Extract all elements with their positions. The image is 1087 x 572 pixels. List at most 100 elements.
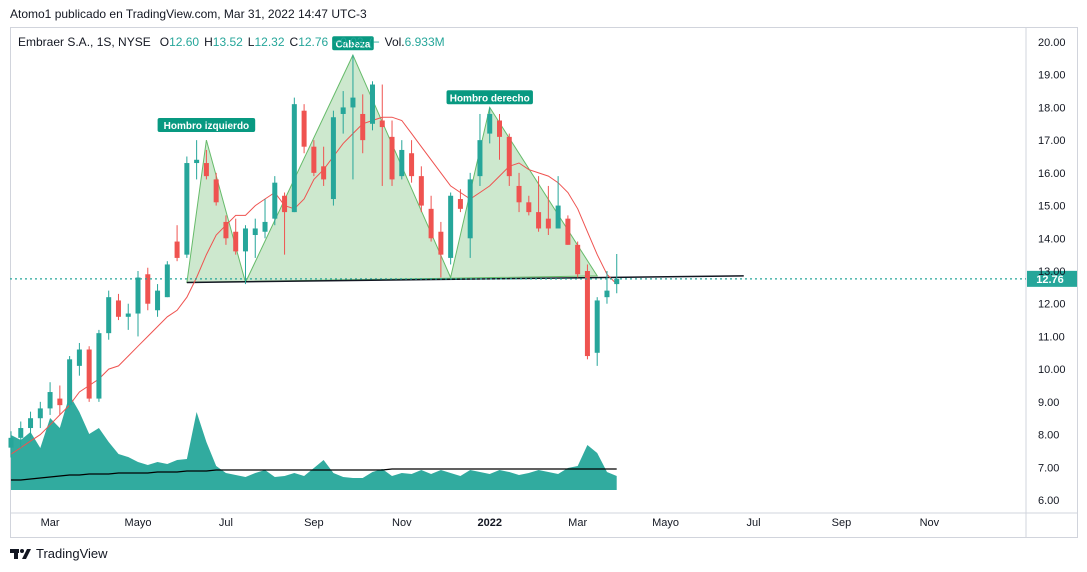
candle <box>594 297 600 366</box>
candle-body <box>8 437 14 448</box>
y-tick-label: 19.00 <box>1038 70 1066 82</box>
candle <box>252 218 258 258</box>
candle <box>67 356 73 409</box>
candle-body <box>155 290 161 311</box>
candle-body <box>76 349 82 366</box>
candle <box>399 140 405 180</box>
x-tick-label: Nov <box>920 517 940 529</box>
candle <box>418 166 424 213</box>
x-tick-label: Mayo <box>652 517 679 529</box>
x-tick-label: Mayo <box>125 517 152 529</box>
x-tick-label: Sep <box>304 517 324 529</box>
x-tick-label: Sep <box>832 517 852 529</box>
candle-body <box>565 218 571 245</box>
pattern-label: Hombro izquierdo <box>157 118 256 133</box>
y-tick-label: 17.00 <box>1038 135 1066 147</box>
candle-body <box>174 241 180 258</box>
candle <box>76 342 82 376</box>
candle <box>487 107 493 144</box>
grid <box>10 28 1078 538</box>
candle-body <box>321 166 327 180</box>
pattern-label-bg <box>157 118 256 133</box>
y-tick-label: 18.00 <box>1038 102 1066 114</box>
candle-body <box>604 290 610 298</box>
y-tick-label: 12.00 <box>1038 299 1066 311</box>
candle-body <box>379 120 385 128</box>
candle-body <box>145 274 151 304</box>
candle-body <box>301 110 307 147</box>
pattern-label-text: Hombro derecho <box>450 93 530 104</box>
low-value: 12.32 <box>254 35 285 49</box>
candle-body <box>330 117 336 200</box>
candle-body <box>575 244 581 275</box>
candle <box>28 411 34 438</box>
candle-body <box>86 349 92 399</box>
x-tick-label: Jul <box>746 517 760 529</box>
candle <box>575 241 581 278</box>
last-price-tag <box>1027 270 1077 287</box>
y-tick-label: 8.00 <box>1038 430 1059 442</box>
symbol-name[interactable]: Embraer S.A., 1S, NYSE <box>18 35 151 49</box>
volume-pane <box>11 395 617 490</box>
x-tick-label: 2022 <box>477 517 501 529</box>
candle <box>545 185 551 236</box>
x-tick-label: Nov <box>392 517 412 529</box>
candle <box>262 199 268 239</box>
candle-body <box>67 359 73 406</box>
tradingview-logo-icon[interactable] <box>10 547 32 561</box>
candle-body <box>389 136 395 180</box>
candle <box>438 221 444 278</box>
candle <box>164 261 170 298</box>
candle-body <box>252 228 258 236</box>
candle <box>369 81 375 131</box>
candle-body <box>106 297 112 334</box>
pattern-label-text: Cabeza <box>335 39 370 50</box>
time-axis: Mar Mayo Jul Sep Nov 2022 Mar Mayo Jul Sep Nov <box>41 517 940 529</box>
candle-body <box>497 120 502 137</box>
candle-body <box>594 300 600 353</box>
candle <box>233 218 239 255</box>
candle-body <box>614 278 620 285</box>
candle <box>321 146 327 186</box>
publication-caption: Atomo1 publicado en TradingView.com, Mar… <box>10 7 367 21</box>
volume-label: Vol. <box>384 35 405 49</box>
candle <box>291 97 297 213</box>
head-and-shoulders-pattern <box>186 53 744 284</box>
candle-body <box>47 392 53 409</box>
candle-body <box>506 136 512 177</box>
brand-name[interactable]: TradingView <box>36 546 108 561</box>
candle-body <box>409 153 415 177</box>
candle <box>37 401 43 429</box>
candle <box>96 329 102 402</box>
candle <box>282 192 288 255</box>
candle <box>614 253 620 294</box>
candle <box>47 382 53 415</box>
candle <box>448 192 454 265</box>
candle-body <box>164 264 170 298</box>
candle <box>194 140 200 180</box>
candle-body <box>457 199 463 209</box>
candle-body <box>340 107 346 114</box>
last-price-value: 12.76 <box>1036 274 1064 286</box>
candle <box>311 140 317 177</box>
candle-body <box>360 113 366 141</box>
candle <box>604 271 610 304</box>
pattern-label-bg <box>446 90 533 105</box>
candle <box>135 271 141 337</box>
y-tick-label: 10.00 <box>1038 364 1066 376</box>
candle-body <box>487 113 493 134</box>
candle <box>477 113 483 186</box>
candle-body <box>194 159 200 164</box>
candle-body <box>213 179 219 203</box>
candle <box>457 189 463 213</box>
candle-body <box>125 313 131 317</box>
x-tick-label: Mar <box>568 517 587 529</box>
candle <box>155 284 161 317</box>
candle <box>467 172 473 258</box>
candle <box>584 264 590 360</box>
y-tick-label: 7.00 <box>1038 462 1059 474</box>
candle <box>125 303 131 330</box>
price-axis: 20.00 19.00 18.00 17.00 16.00 15.00 14.00 13.00… <box>1038 37 1066 507</box>
candle <box>428 195 434 242</box>
